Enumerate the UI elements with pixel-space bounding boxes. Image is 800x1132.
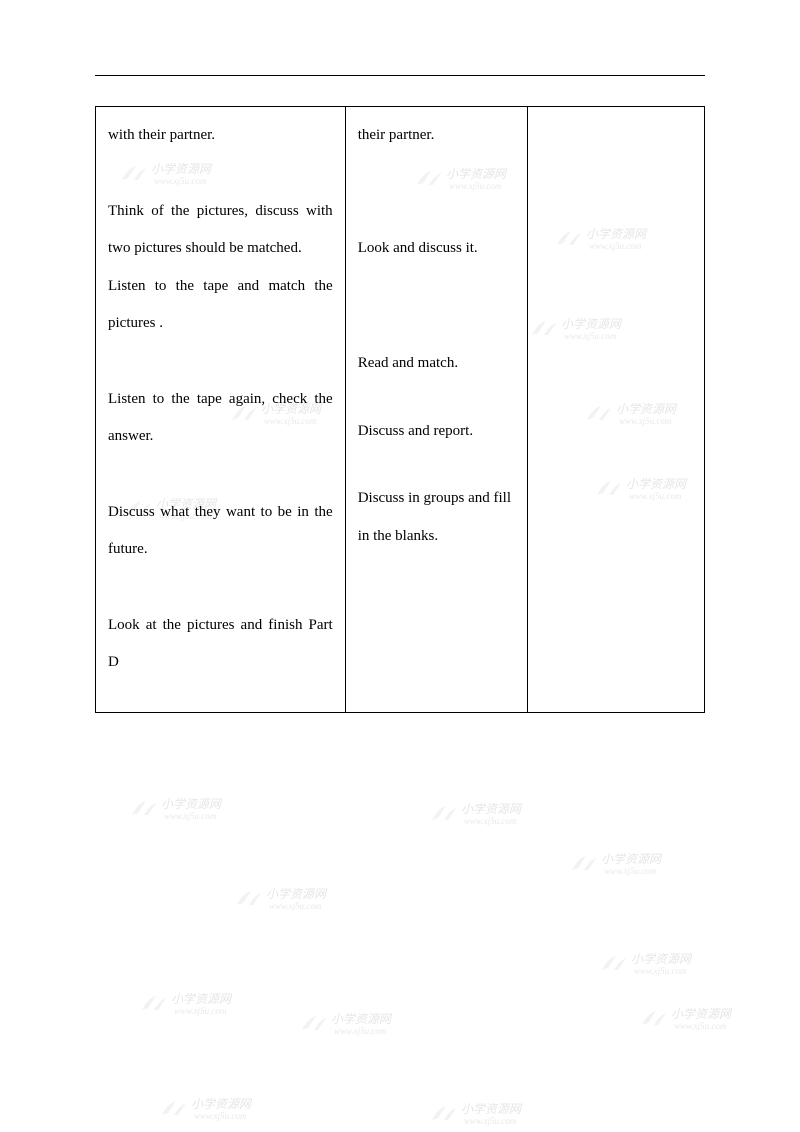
student-step-text: Look and discuss it. — [358, 230, 516, 268]
lesson-table: with their partner. Think of the picture… — [95, 106, 705, 713]
student-step-text: their partner. — [358, 117, 516, 155]
teacher-step-text: Listen to the tape and match the picture… — [108, 268, 333, 343]
watermark-icon: 小学资源网www.xj5u.com — [430, 800, 521, 826]
watermark-icon: 小学资源网www.xj5u.com — [600, 950, 691, 976]
teacher-step-text: Listen to the tape again, check the answ… — [108, 381, 333, 456]
teacher-step-text: Think of the pictures, discuss with two … — [108, 193, 333, 268]
watermark-icon: 小学资源网www.xj5u.com — [300, 1010, 391, 1036]
watermark-icon: 小学资源网www.xj5u.com — [570, 850, 661, 876]
teacher-step-text: with their partner. — [108, 117, 333, 155]
teacher-step-text: Look at the pictures and finish Part D — [108, 607, 333, 682]
page-content: with their partner. Think of the picture… — [0, 0, 800, 713]
watermark-icon: 小学资源网www.xj5u.com — [160, 1095, 251, 1121]
watermark-icon: 小学资源网www.xj5u.com — [640, 1005, 731, 1031]
watermark-icon: 小学资源网www.xj5u.com — [130, 795, 221, 821]
watermark-icon: 小学资源网www.xj5u.com — [235, 885, 326, 911]
table-row: with their partner. Think of the picture… — [96, 107, 705, 713]
student-activity-cell: their partner. Look and discuss it. Read… — [345, 107, 528, 713]
watermark-icon: 小学资源网www.xj5u.com — [430, 1100, 521, 1126]
teacher-step-text: Discuss what they want to be in the futu… — [108, 494, 333, 569]
student-step-text: Discuss in groups and fill in the blanks… — [358, 480, 516, 555]
student-step-text: Read and match. — [358, 345, 516, 383]
top-horizontal-rule — [95, 75, 705, 76]
watermark-icon: 小学资源网www.xj5u.com — [140, 990, 231, 1016]
student-step-text: Discuss and report. — [358, 413, 516, 451]
teacher-activity-cell: with their partner. Think of the picture… — [96, 107, 346, 713]
notes-cell — [528, 107, 705, 713]
